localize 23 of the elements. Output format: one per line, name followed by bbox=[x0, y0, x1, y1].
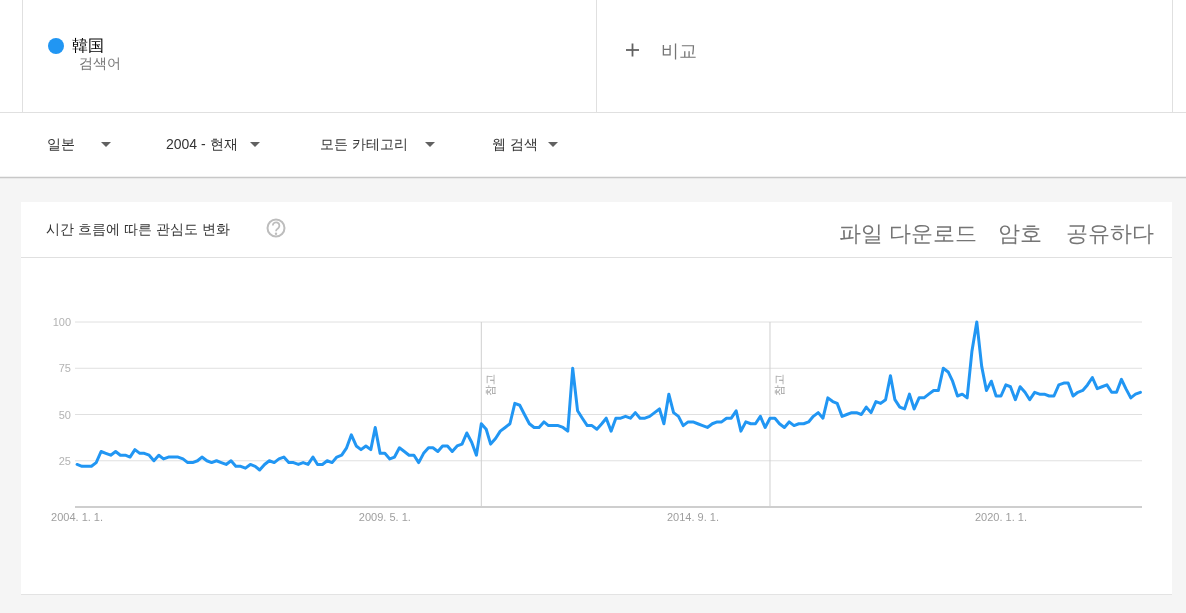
x-tick-label: 2004. 1. 1. bbox=[51, 511, 104, 523]
legend-item: 韓国 bbox=[48, 37, 104, 54]
line-series bbox=[75, 320, 1142, 472]
x-tick-label: 2014. 9. 1. bbox=[667, 511, 719, 523]
x-tick-label: 2009. 5. 1. bbox=[358, 511, 411, 523]
y-tick-label: 100 bbox=[52, 316, 71, 328]
legend-label: 韓国 bbox=[72, 37, 104, 54]
y-tick-label: 50 bbox=[58, 408, 71, 421]
text: 모든 카테고리 bbox=[320, 136, 408, 152]
x-tick-label: 2020. 1. 1. bbox=[974, 511, 1027, 523]
ref-line-label: 참고 bbox=[772, 374, 785, 396]
y-tick-label: 25 bbox=[58, 454, 71, 467]
text: 비교 bbox=[661, 41, 697, 61]
text: 암호 bbox=[998, 221, 1042, 246]
text: 2004 - 현재 bbox=[166, 136, 238, 152]
ref-line-label: 참고 bbox=[484, 374, 497, 396]
text: 웹 검색 bbox=[492, 136, 538, 152]
y-tick-label: 75 bbox=[58, 362, 71, 375]
text: 일본 bbox=[47, 136, 75, 152]
chart-title: 시간 흐름에 따른 관심도 변화 bbox=[46, 221, 230, 237]
text: 파일 다운로드 bbox=[838, 221, 977, 246]
text: 공유하다 bbox=[1066, 221, 1154, 246]
text: 검색어 bbox=[79, 55, 121, 71]
